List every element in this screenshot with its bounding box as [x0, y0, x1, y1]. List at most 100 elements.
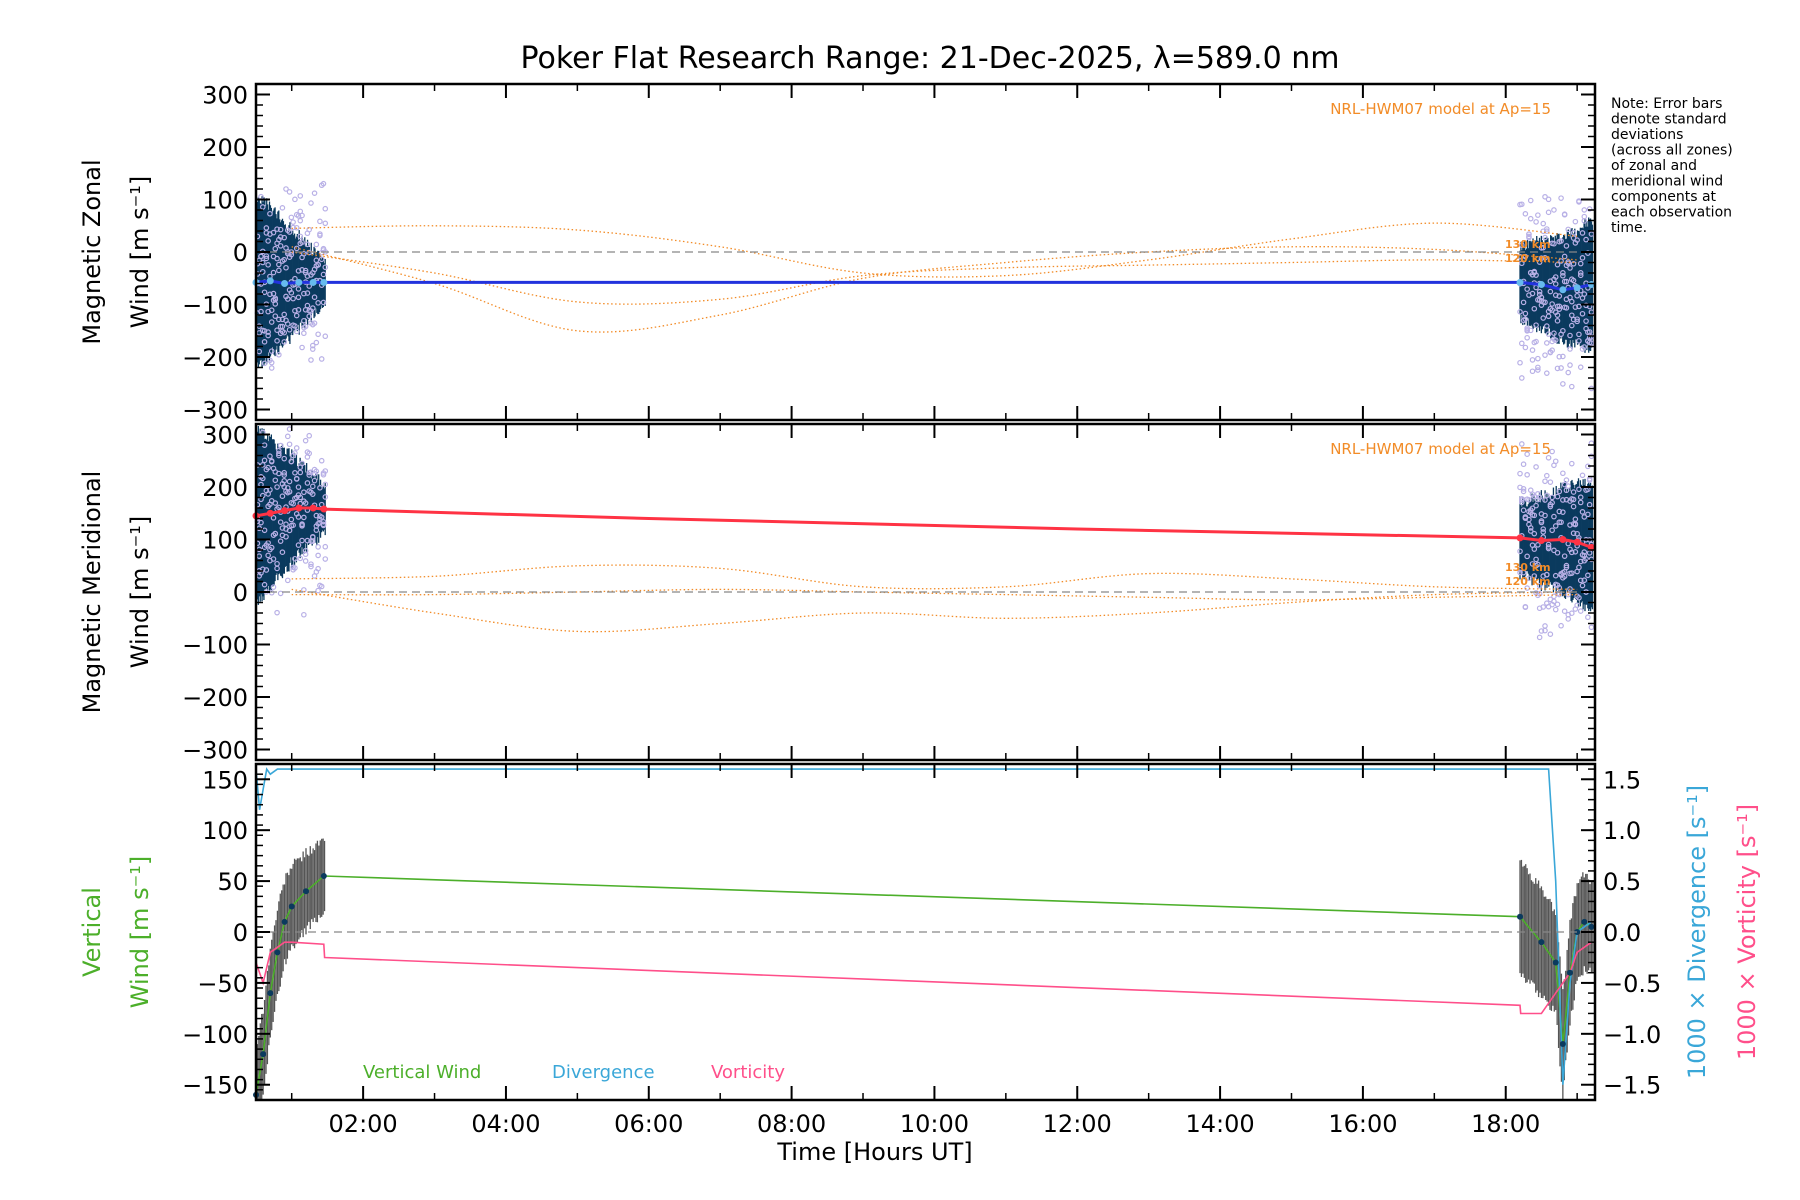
zone-point — [1542, 299, 1548, 306]
zone-point — [297, 217, 304, 224]
vertical-wind-point — [1574, 929, 1581, 935]
zone-point — [302, 267, 309, 274]
zone-point — [1536, 634, 1543, 641]
model-curve — [291, 222, 1578, 278]
zone-point — [1533, 272, 1539, 278]
right-y-tick-label: 0.0 — [1603, 919, 1641, 947]
wind-data-point — [1573, 284, 1581, 292]
x-tick-label: 08:00 — [757, 1110, 826, 1138]
zone-point — [1556, 519, 1563, 526]
zone-point — [276, 261, 282, 268]
y-tick-label: −300 — [182, 397, 248, 425]
zone-point — [283, 533, 289, 540]
zone-point — [288, 516, 295, 523]
zone-point — [292, 565, 298, 571]
zone-point — [274, 338, 280, 344]
zone-point — [1538, 255, 1545, 261]
zone-point — [1583, 236, 1589, 243]
zone-point — [293, 245, 300, 252]
divergence-axis-label: 1000 × Divergence [s⁻¹] — [1683, 785, 1711, 1079]
zone-point — [1517, 470, 1523, 477]
zone-point — [1577, 608, 1584, 614]
zone-point — [318, 457, 325, 464]
zone-point — [1583, 556, 1589, 562]
zone-point — [299, 523, 305, 529]
zone-point — [1560, 353, 1566, 360]
zone-point — [286, 488, 293, 495]
zone-point — [1526, 233, 1532, 240]
zone-point — [322, 481, 329, 488]
x-tick-label: 04:00 — [471, 1110, 540, 1138]
zone-point — [1577, 272, 1584, 279]
zone-point — [277, 519, 284, 525]
zone-point — [322, 220, 329, 227]
wind-data-point — [1573, 538, 1581, 546]
zone-point — [292, 555, 298, 562]
zone-point — [1563, 477, 1570, 483]
zone-point — [1576, 564, 1582, 571]
zone-point — [302, 547, 309, 554]
y-tick-label: 50 — [217, 868, 248, 896]
zone-point — [1524, 585, 1530, 591]
zone-point — [1558, 195, 1564, 201]
zone-point — [1529, 357, 1536, 363]
zone-point — [1574, 316, 1580, 322]
zone-point — [1547, 631, 1554, 637]
zone-point — [1549, 448, 1555, 455]
zone-point — [1585, 614, 1591, 621]
zone-point — [276, 504, 282, 511]
zone-point — [1517, 569, 1523, 576]
zone-point — [1531, 512, 1538, 519]
zone-point — [1535, 364, 1541, 371]
zone-point — [265, 552, 271, 559]
y-tick-label: 300 — [202, 422, 248, 450]
vertical-wind-point — [267, 990, 274, 997]
note-line: components at — [1611, 189, 1717, 205]
zone-point — [1558, 622, 1564, 629]
zone-point — [1519, 441, 1525, 447]
zone-point — [1551, 240, 1557, 247]
zone-point — [1520, 299, 1527, 306]
zone-point — [1552, 274, 1559, 280]
zone-point — [288, 458, 295, 465]
zone-point — [1540, 315, 1547, 321]
zone-point — [1570, 496, 1577, 503]
zone-point — [1567, 332, 1573, 339]
zone-point — [1579, 310, 1586, 317]
zone-point — [297, 469, 304, 476]
zone-point — [315, 261, 321, 268]
zone-point — [281, 339, 288, 345]
zone-point — [268, 544, 275, 551]
zone-point — [1538, 628, 1545, 634]
zone-point — [311, 294, 318, 300]
zone-point — [1554, 312, 1561, 318]
zone-point — [1552, 523, 1559, 529]
model-altitude-label: 130 km — [1505, 561, 1551, 574]
zone-point — [1577, 558, 1584, 565]
zone-point — [284, 321, 291, 327]
zone-point — [1519, 499, 1525, 506]
zone-point — [1520, 488, 1527, 495]
vorticity-axis-label: 1000 × Vorticity [s⁻¹] — [1733, 804, 1761, 1060]
zone-point — [1543, 340, 1550, 346]
zone-point — [1558, 365, 1564, 371]
zone-point — [1565, 226, 1572, 233]
zone-point — [299, 344, 305, 351]
zone-point — [315, 565, 321, 572]
zone-point — [1570, 277, 1577, 284]
zone-point — [267, 291, 273, 298]
y-tick-label: 100 — [202, 187, 248, 215]
zone-point — [277, 590, 284, 597]
zone-point — [265, 329, 271, 335]
zone-point — [1554, 318, 1561, 324]
zone-point — [317, 232, 323, 239]
zone-point — [1531, 546, 1538, 552]
zone-point — [313, 241, 320, 248]
zone-point — [1533, 556, 1539, 563]
y-tick-label: 100 — [202, 817, 248, 845]
zone-point — [1545, 331, 1552, 337]
meridional-wind-panel: 300 200 100 0 −100 −200 −300 Magnetic Meridiona… — [78, 422, 1597, 765]
zone-point — [1536, 494, 1543, 501]
zone-point — [309, 305, 316, 311]
y-tick-label: −150 — [182, 1072, 248, 1100]
